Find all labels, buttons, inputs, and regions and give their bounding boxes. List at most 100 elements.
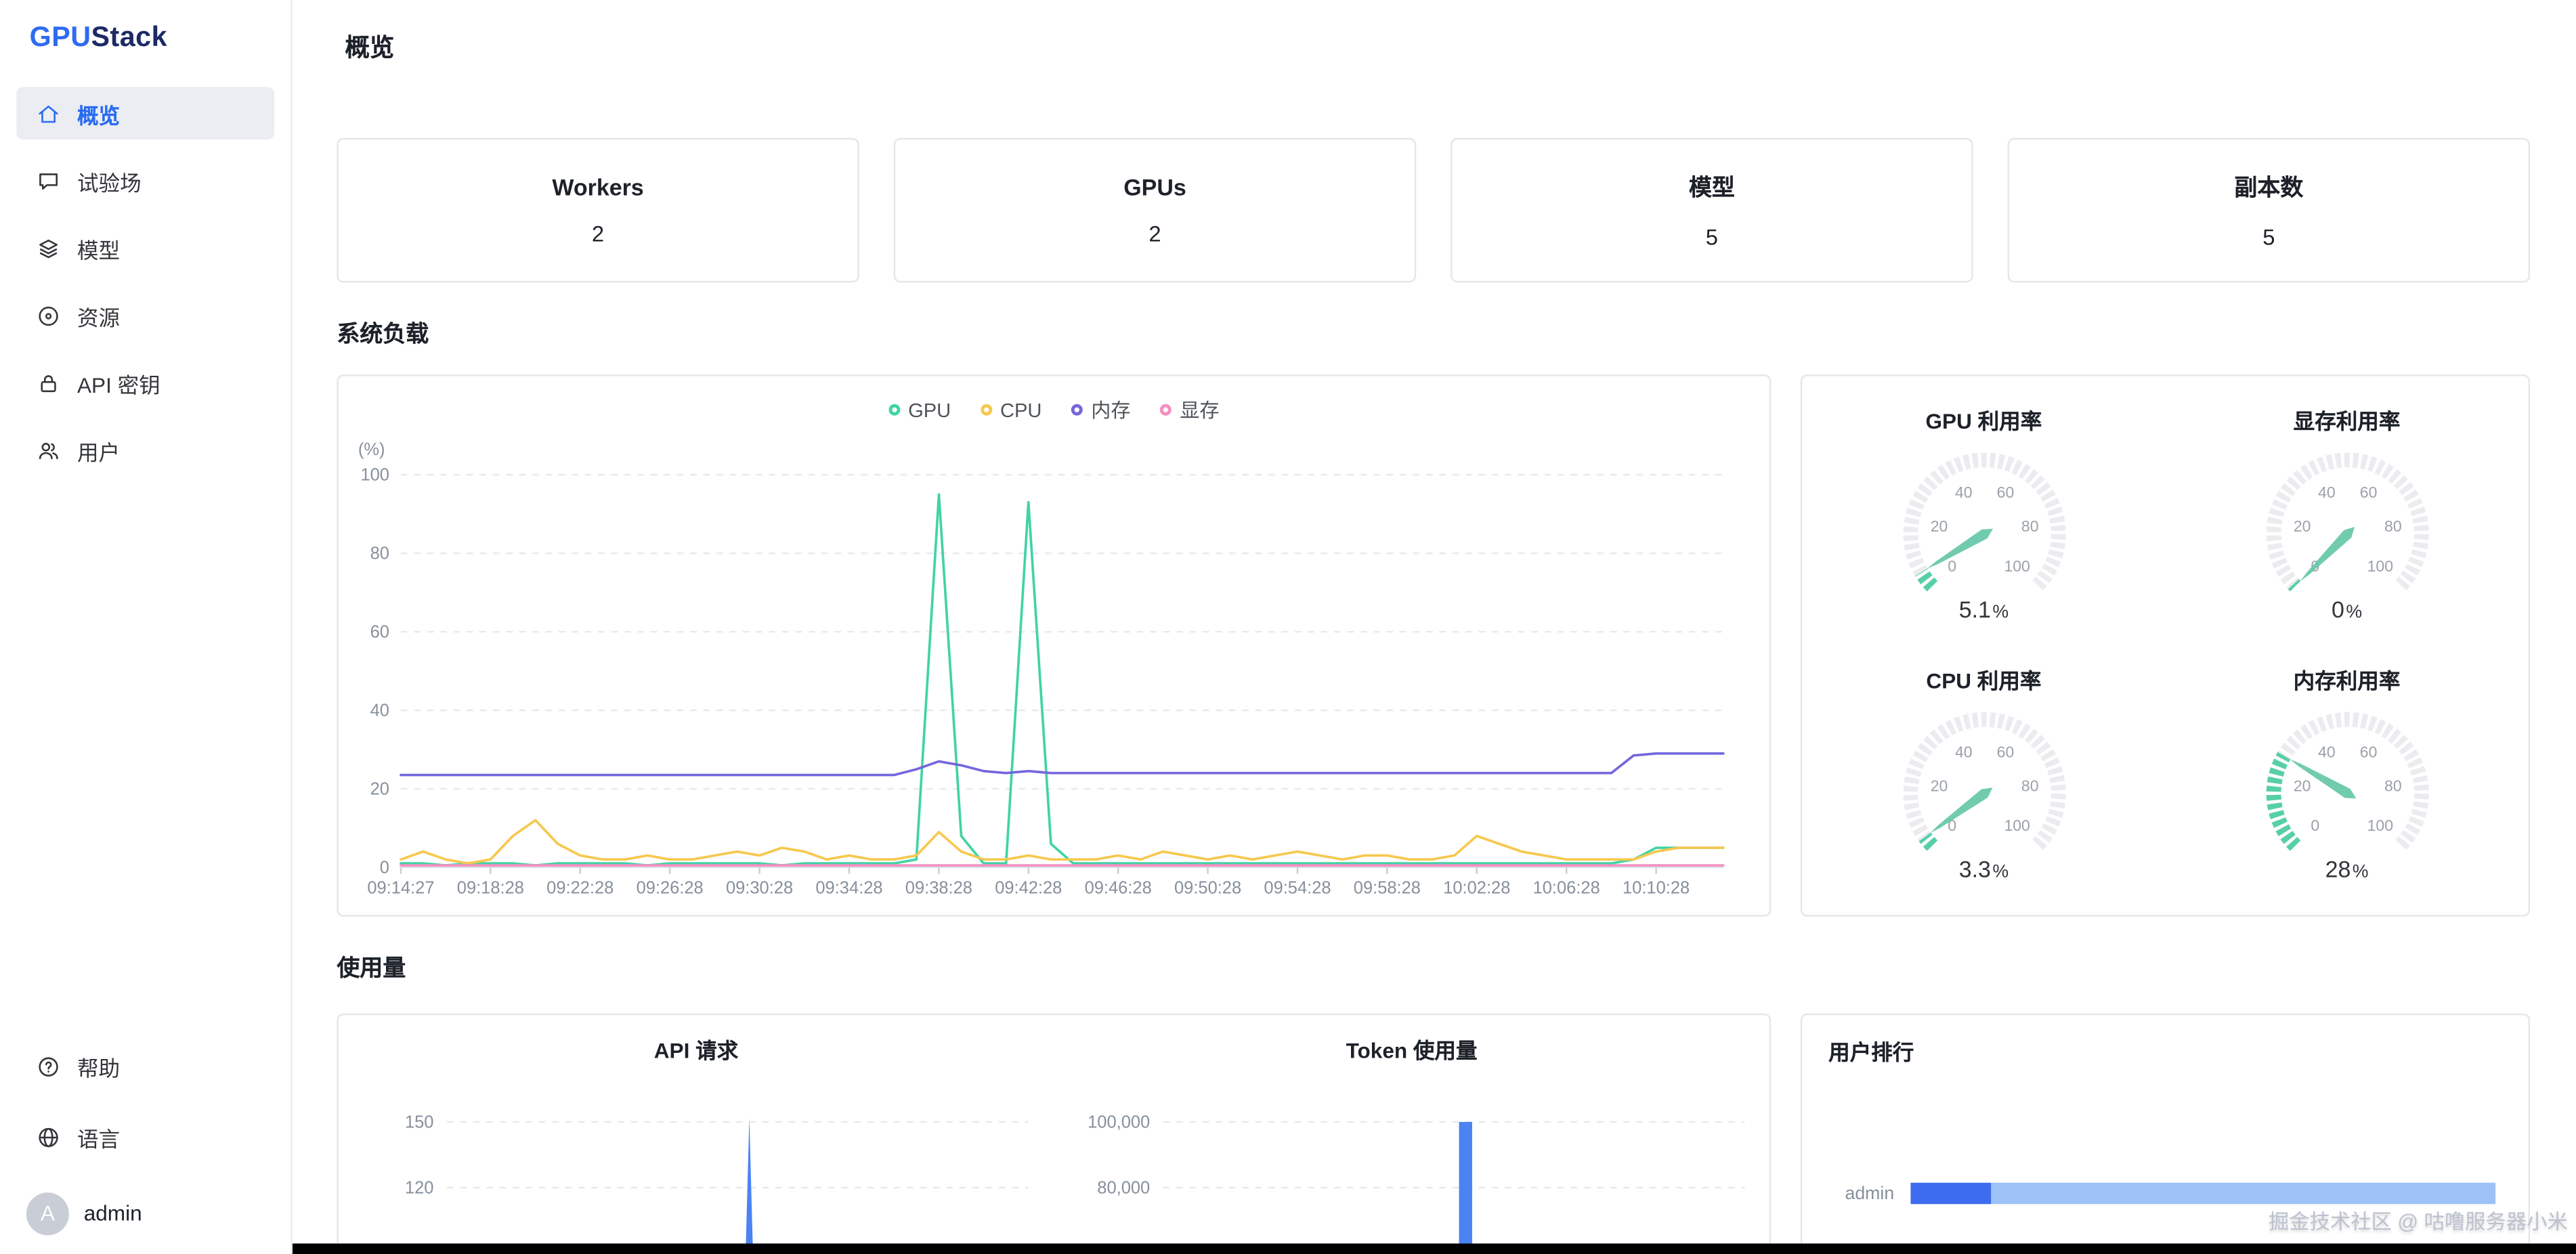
svg-text:09:22:28: 09:22:28 <box>546 879 614 898</box>
sidebar-footer-language[interactable]: 语言 <box>16 1113 274 1163</box>
stat-card-value: 5 <box>2262 225 2275 250</box>
stat-card-value: 2 <box>1149 221 1161 246</box>
gauge-cpu-utilization: CPU 利用率 0 20 40 60 80 100 3.3% <box>1802 649 2165 908</box>
svg-text:60: 60 <box>2359 743 2377 761</box>
gauge-memory-utilization: 内存利用率 0 20 40 60 80 100 28% <box>2165 649 2528 908</box>
stat-card-workers: Workers 2 <box>337 137 859 283</box>
stat-card-label: Workers <box>552 174 644 200</box>
svg-text:100: 100 <box>2003 557 2029 575</box>
globe-icon <box>36 1125 60 1150</box>
sidebar-item-label: 模型 <box>77 237 121 262</box>
utilization-gauges-card: GPU 利用率 0 20 40 60 80 100 5.1% 显存利用率 0 20 40 60 80 100… <box>1800 374 2531 917</box>
svg-text:09:58:28: 09:58:28 <box>1354 879 1421 898</box>
sidebar-footer-help[interactable]: 帮助 <box>16 1042 274 1091</box>
stats-row: Workers 2 GPUs 2 模型 5 副本数 5 <box>337 137 2531 283</box>
svg-text:40: 40 <box>370 701 389 720</box>
legend-marker <box>1160 404 1172 416</box>
svg-text:09:46:28: 09:46:28 <box>1085 879 1152 898</box>
svg-text:20: 20 <box>1930 777 1948 794</box>
legend-marker <box>888 404 900 416</box>
section-title-system-load: 系统负载 <box>337 320 429 347</box>
main-content: 概览 Workers 2 GPUs 2 模型 5 副本数 5 系统负载 GPU CPU 内存 显存 … <box>292 0 2576 1254</box>
stat-card-value: 5 <box>1705 225 1719 250</box>
sidebar-user[interactable]: A admin <box>0 1175 291 1238</box>
usage-charts-card: API 请求15012090 Token 使用量100,00080,00060,… <box>337 1013 1772 1254</box>
sidebar-item-overview[interactable]: 概览 <box>16 87 275 140</box>
svg-text:60: 60 <box>1996 483 2013 501</box>
system-load-chart-card: GPU CPU 内存 显存 (%) 0 20 40 60 80 100 09:14:27 09:18:… <box>337 374 1772 917</box>
chart-legend: GPU CPU 内存 显存 <box>339 396 1769 424</box>
gauge-gpu-utilization: GPU 利用率 0 20 40 60 80 100 5.1% <box>1802 389 2165 649</box>
legend-item-3[interactable]: 显存 <box>1160 396 1220 424</box>
legend-item-0[interactable]: GPU <box>888 396 951 424</box>
sidebar-item-users[interactable]: 用户 <box>16 424 274 477</box>
svg-text:80: 80 <box>2384 517 2401 535</box>
rank-title: 用户排行 <box>1828 1039 1914 1065</box>
svg-text:0: 0 <box>1947 557 1956 575</box>
svg-text:80: 80 <box>370 544 389 563</box>
svg-text:09:38:28: 09:38:28 <box>905 879 972 898</box>
watermark: 掘金技术社区 @ 咕噜服务器小米 <box>2268 1209 2568 1233</box>
svg-text:60: 60 <box>370 623 389 642</box>
svg-text:20: 20 <box>370 779 389 798</box>
svg-text:40: 40 <box>2317 743 2335 761</box>
app-logo: GPUStack <box>0 0 291 64</box>
svg-text:09:30:28: 09:30:28 <box>726 879 793 898</box>
svg-text:(%): (%) <box>358 440 385 459</box>
sidebar-item-api-keys[interactable]: API 密钥 <box>16 356 274 409</box>
svg-text:120: 120 <box>405 1179 434 1198</box>
layers-icon <box>36 236 60 260</box>
legend-label: CPU <box>1000 398 1042 422</box>
gauge-vram-utilization: 显存利用率0204060801000% <box>2165 389 2528 649</box>
svg-text:60: 60 <box>1996 743 2013 761</box>
sidebar-item-playground[interactable]: 试验场 <box>16 154 274 207</box>
sidebar-item-models[interactable]: 模型 <box>16 222 274 275</box>
gauge-value: 28% <box>2325 855 2369 882</box>
gauge-value: 0% <box>2332 596 2363 623</box>
svg-text:100: 100 <box>2366 557 2392 575</box>
chat-icon <box>36 169 60 193</box>
system-load-row: GPU CPU 内存 显存 (%) 0 20 40 60 80 100 09:14:27 09:18:… <box>337 374 2531 917</box>
section-title-usage: 使用量 <box>337 954 406 981</box>
svg-text:100,000: 100,000 <box>1087 1112 1149 1131</box>
gauge-title: 内存利用率 <box>2293 668 2401 693</box>
sidebar-item-resources[interactable]: 资源 <box>16 289 274 342</box>
svg-text:80: 80 <box>2021 517 2038 535</box>
chart-title: Token 使用量 <box>1346 1038 1478 1063</box>
logo-text-stack: Stack <box>91 21 168 53</box>
svg-text:150: 150 <box>405 1112 434 1131</box>
rank-row-admin: admin <box>1819 1182 2496 1205</box>
svg-text:20: 20 <box>2293 777 2311 794</box>
usage-row: API 请求15012090 Token 使用量100,00080,00060,… <box>337 1013 2531 1254</box>
stat-card-models: 模型 5 <box>1451 137 1973 283</box>
users-icon <box>36 438 60 462</box>
sidebar-item-label: 试验场 <box>77 170 142 195</box>
legend-item-1[interactable]: CPU <box>980 396 1042 424</box>
svg-text:09:26:28: 09:26:28 <box>637 879 704 898</box>
api-requests-plot: 15012090 <box>405 1112 1029 1254</box>
lock-icon <box>36 370 60 395</box>
sidebar-footer-label: 帮助 <box>77 1056 121 1081</box>
home-icon <box>36 101 60 125</box>
gauge-title: CPU 利用率 <box>1926 668 2042 693</box>
svg-text:09:50:28: 09:50:28 <box>1174 879 1241 898</box>
svg-text:20: 20 <box>2293 517 2311 535</box>
bottom-strip <box>292 1242 2576 1254</box>
sidebar-item-label: API 密钥 <box>77 372 160 397</box>
sidebar: GPUStack 概览试验场模型资源 API 密钥用户 帮助语言 A admin <box>0 0 293 1254</box>
svg-text:100: 100 <box>2366 817 2392 834</box>
legend-marker <box>1071 404 1083 416</box>
stat-card-gpus: GPUs 2 <box>893 137 1417 283</box>
rank-bar <box>1910 1182 2496 1205</box>
svg-text:40: 40 <box>1954 483 1972 501</box>
legend-item-2[interactable]: 内存 <box>1071 396 1131 424</box>
user-name: admin <box>83 1201 142 1226</box>
rank-bar-segment-secondary-share <box>1991 1182 2496 1205</box>
stat-card-replicas: 副本数 5 <box>2007 137 2531 283</box>
avatar: A <box>26 1192 69 1235</box>
svg-text:40: 40 <box>2317 483 2335 501</box>
